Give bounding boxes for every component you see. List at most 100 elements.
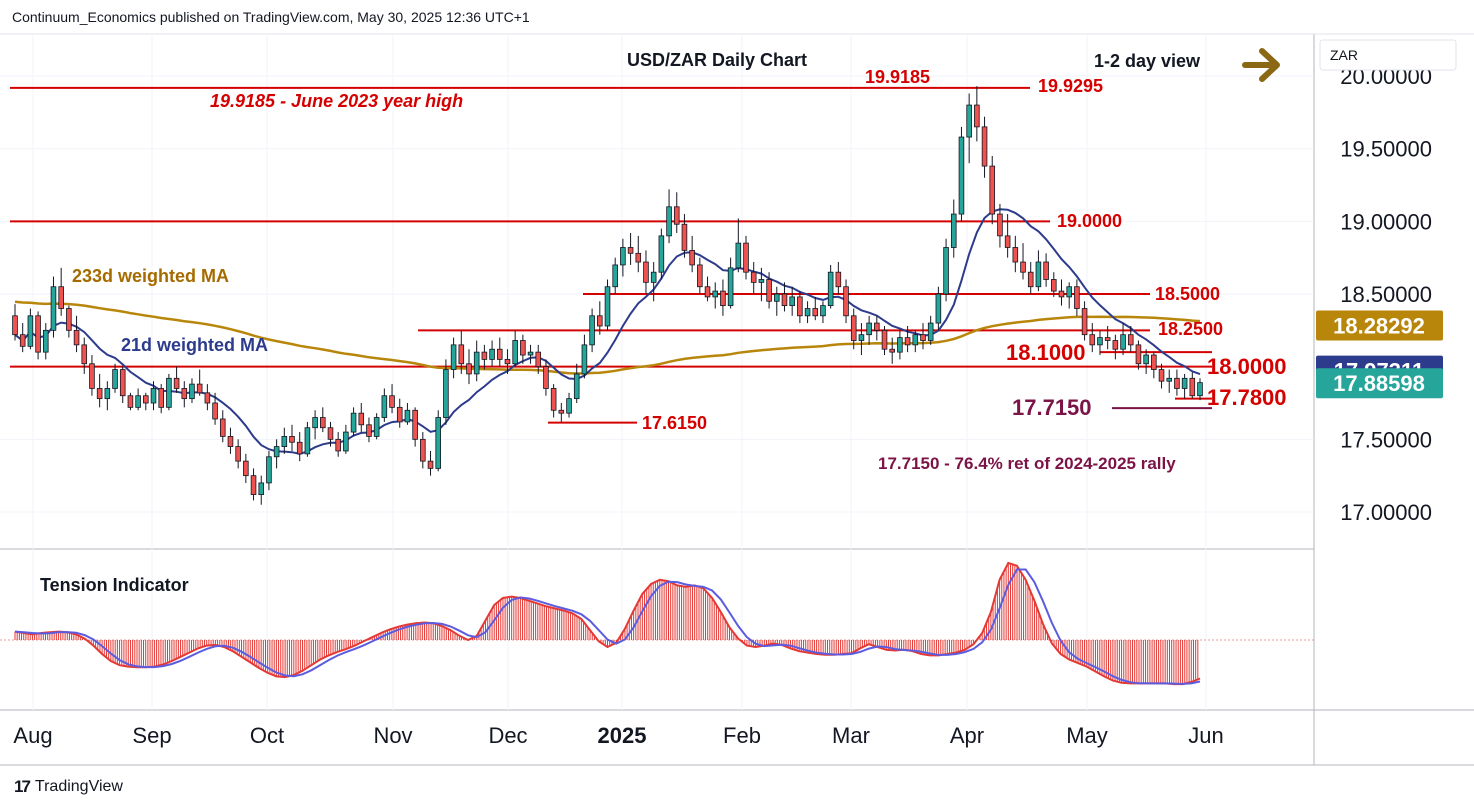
candle-body	[712, 290, 719, 298]
candle-body	[627, 247, 634, 254]
candle-body	[689, 249, 695, 266]
candle-body	[643, 261, 649, 283]
candle-body	[704, 286, 711, 298]
grid-lines	[0, 34, 1314, 710]
candle-body	[789, 296, 795, 307]
candle-body	[420, 438, 426, 462]
candle-body	[1081, 308, 1088, 336]
level-label-17-7150: 17.7150	[1012, 395, 1092, 420]
candle-body	[1004, 235, 1011, 248]
candle-body	[843, 286, 849, 317]
candle-body	[935, 293, 942, 324]
level-label-18-5000: 18.5000	[1155, 284, 1220, 304]
candle-body	[366, 424, 372, 437]
unit-label: ZAR	[1330, 47, 1358, 63]
candle-body	[443, 369, 449, 418]
candle-body	[697, 264, 703, 288]
candle-body	[1174, 377, 1180, 389]
candle-body	[1181, 377, 1188, 389]
candle-body	[812, 308, 819, 317]
candle-body	[320, 417, 326, 429]
candle-body	[750, 271, 757, 283]
candle-body	[381, 395, 388, 418]
candle-body	[42, 329, 49, 353]
candle-body	[604, 286, 611, 327]
candle-body	[73, 329, 80, 346]
candle-body	[350, 412, 357, 433]
candle-body	[950, 213, 957, 248]
candlestick-series	[12, 86, 1203, 505]
candle-body	[1027, 271, 1034, 288]
price-label-box	[1316, 368, 1443, 399]
candle-body	[1051, 279, 1057, 292]
annotation-ma21: 21d weighted MA	[121, 335, 268, 355]
ma233-series	[14, 300, 1201, 375]
candle-body	[196, 383, 203, 394]
level-lines	[10, 86, 1212, 424]
candle-body	[612, 264, 618, 288]
candle-body	[658, 235, 665, 273]
tension-indicator-label: Tension Indicator	[40, 575, 189, 595]
candle-body	[119, 369, 126, 397]
candle-body	[435, 417, 441, 469]
candle-body	[266, 456, 272, 484]
candle-body	[797, 296, 803, 317]
candle-body	[481, 351, 488, 360]
candle-body	[1120, 334, 1126, 350]
candle-body	[173, 377, 180, 389]
candle-body	[1189, 377, 1196, 397]
x-tick-label: Aug	[13, 723, 52, 748]
candle-body	[758, 279, 765, 283]
candle-body	[858, 334, 865, 341]
level-label-19-9185: 19.9185	[865, 67, 930, 87]
candle-body	[273, 446, 280, 458]
candle-body	[966, 104, 972, 138]
candle-body	[1143, 354, 1149, 365]
candle-body	[1097, 337, 1103, 346]
candle-body	[89, 363, 95, 389]
candle-body	[219, 418, 226, 437]
level-label-18-1000: 18.1000	[1006, 340, 1086, 365]
candle-body	[289, 436, 295, 443]
candle-body	[189, 383, 195, 400]
candle-body	[912, 334, 919, 346]
tension-signal-line	[14, 568, 1201, 685]
candle-body	[1104, 337, 1111, 341]
x-tick-label: Jun	[1188, 723, 1223, 748]
candle-body	[943, 247, 949, 295]
candle-body	[58, 286, 64, 309]
candle-body	[143, 395, 149, 404]
candle-body	[235, 446, 241, 462]
candle-body	[1020, 261, 1026, 273]
candle-body	[66, 308, 72, 331]
y-tick-label: 17.50000	[1340, 427, 1432, 452]
unit-box[interactable]	[1319, 39, 1457, 71]
footer-brand-name: TradingView	[34, 778, 123, 795]
candle-body	[427, 460, 434, 469]
x-tick-label: Feb	[723, 723, 761, 748]
candle-body	[581, 344, 588, 375]
candle-body	[766, 279, 772, 302]
footer-brand[interactable]: 17 TradingView	[14, 777, 123, 797]
y-tick-label: 18.50000	[1340, 282, 1432, 307]
candle-body	[566, 398, 572, 414]
level-label-19-9295: 19.9295	[1038, 76, 1103, 96]
candle-body	[1127, 334, 1134, 346]
annotation-retracement: 17.7150 - 76.4% ret of 2024-2025 rally	[878, 454, 1176, 473]
candle-body	[358, 412, 365, 426]
candle-body	[19, 334, 26, 347]
price-label-box	[1316, 310, 1443, 341]
x-tick-label: Dec	[488, 723, 527, 748]
candle-body	[520, 340, 526, 356]
candle-body	[304, 427, 311, 455]
candle-body	[250, 475, 257, 495]
x-tick-label: Nov	[373, 723, 412, 748]
candle-body	[1151, 354, 1157, 370]
x-tick-label: Mar	[832, 723, 870, 748]
candle-body	[112, 369, 118, 389]
candle-body	[281, 436, 288, 447]
x-tick-label: Apr	[950, 723, 984, 748]
candle-body	[1112, 340, 1119, 350]
